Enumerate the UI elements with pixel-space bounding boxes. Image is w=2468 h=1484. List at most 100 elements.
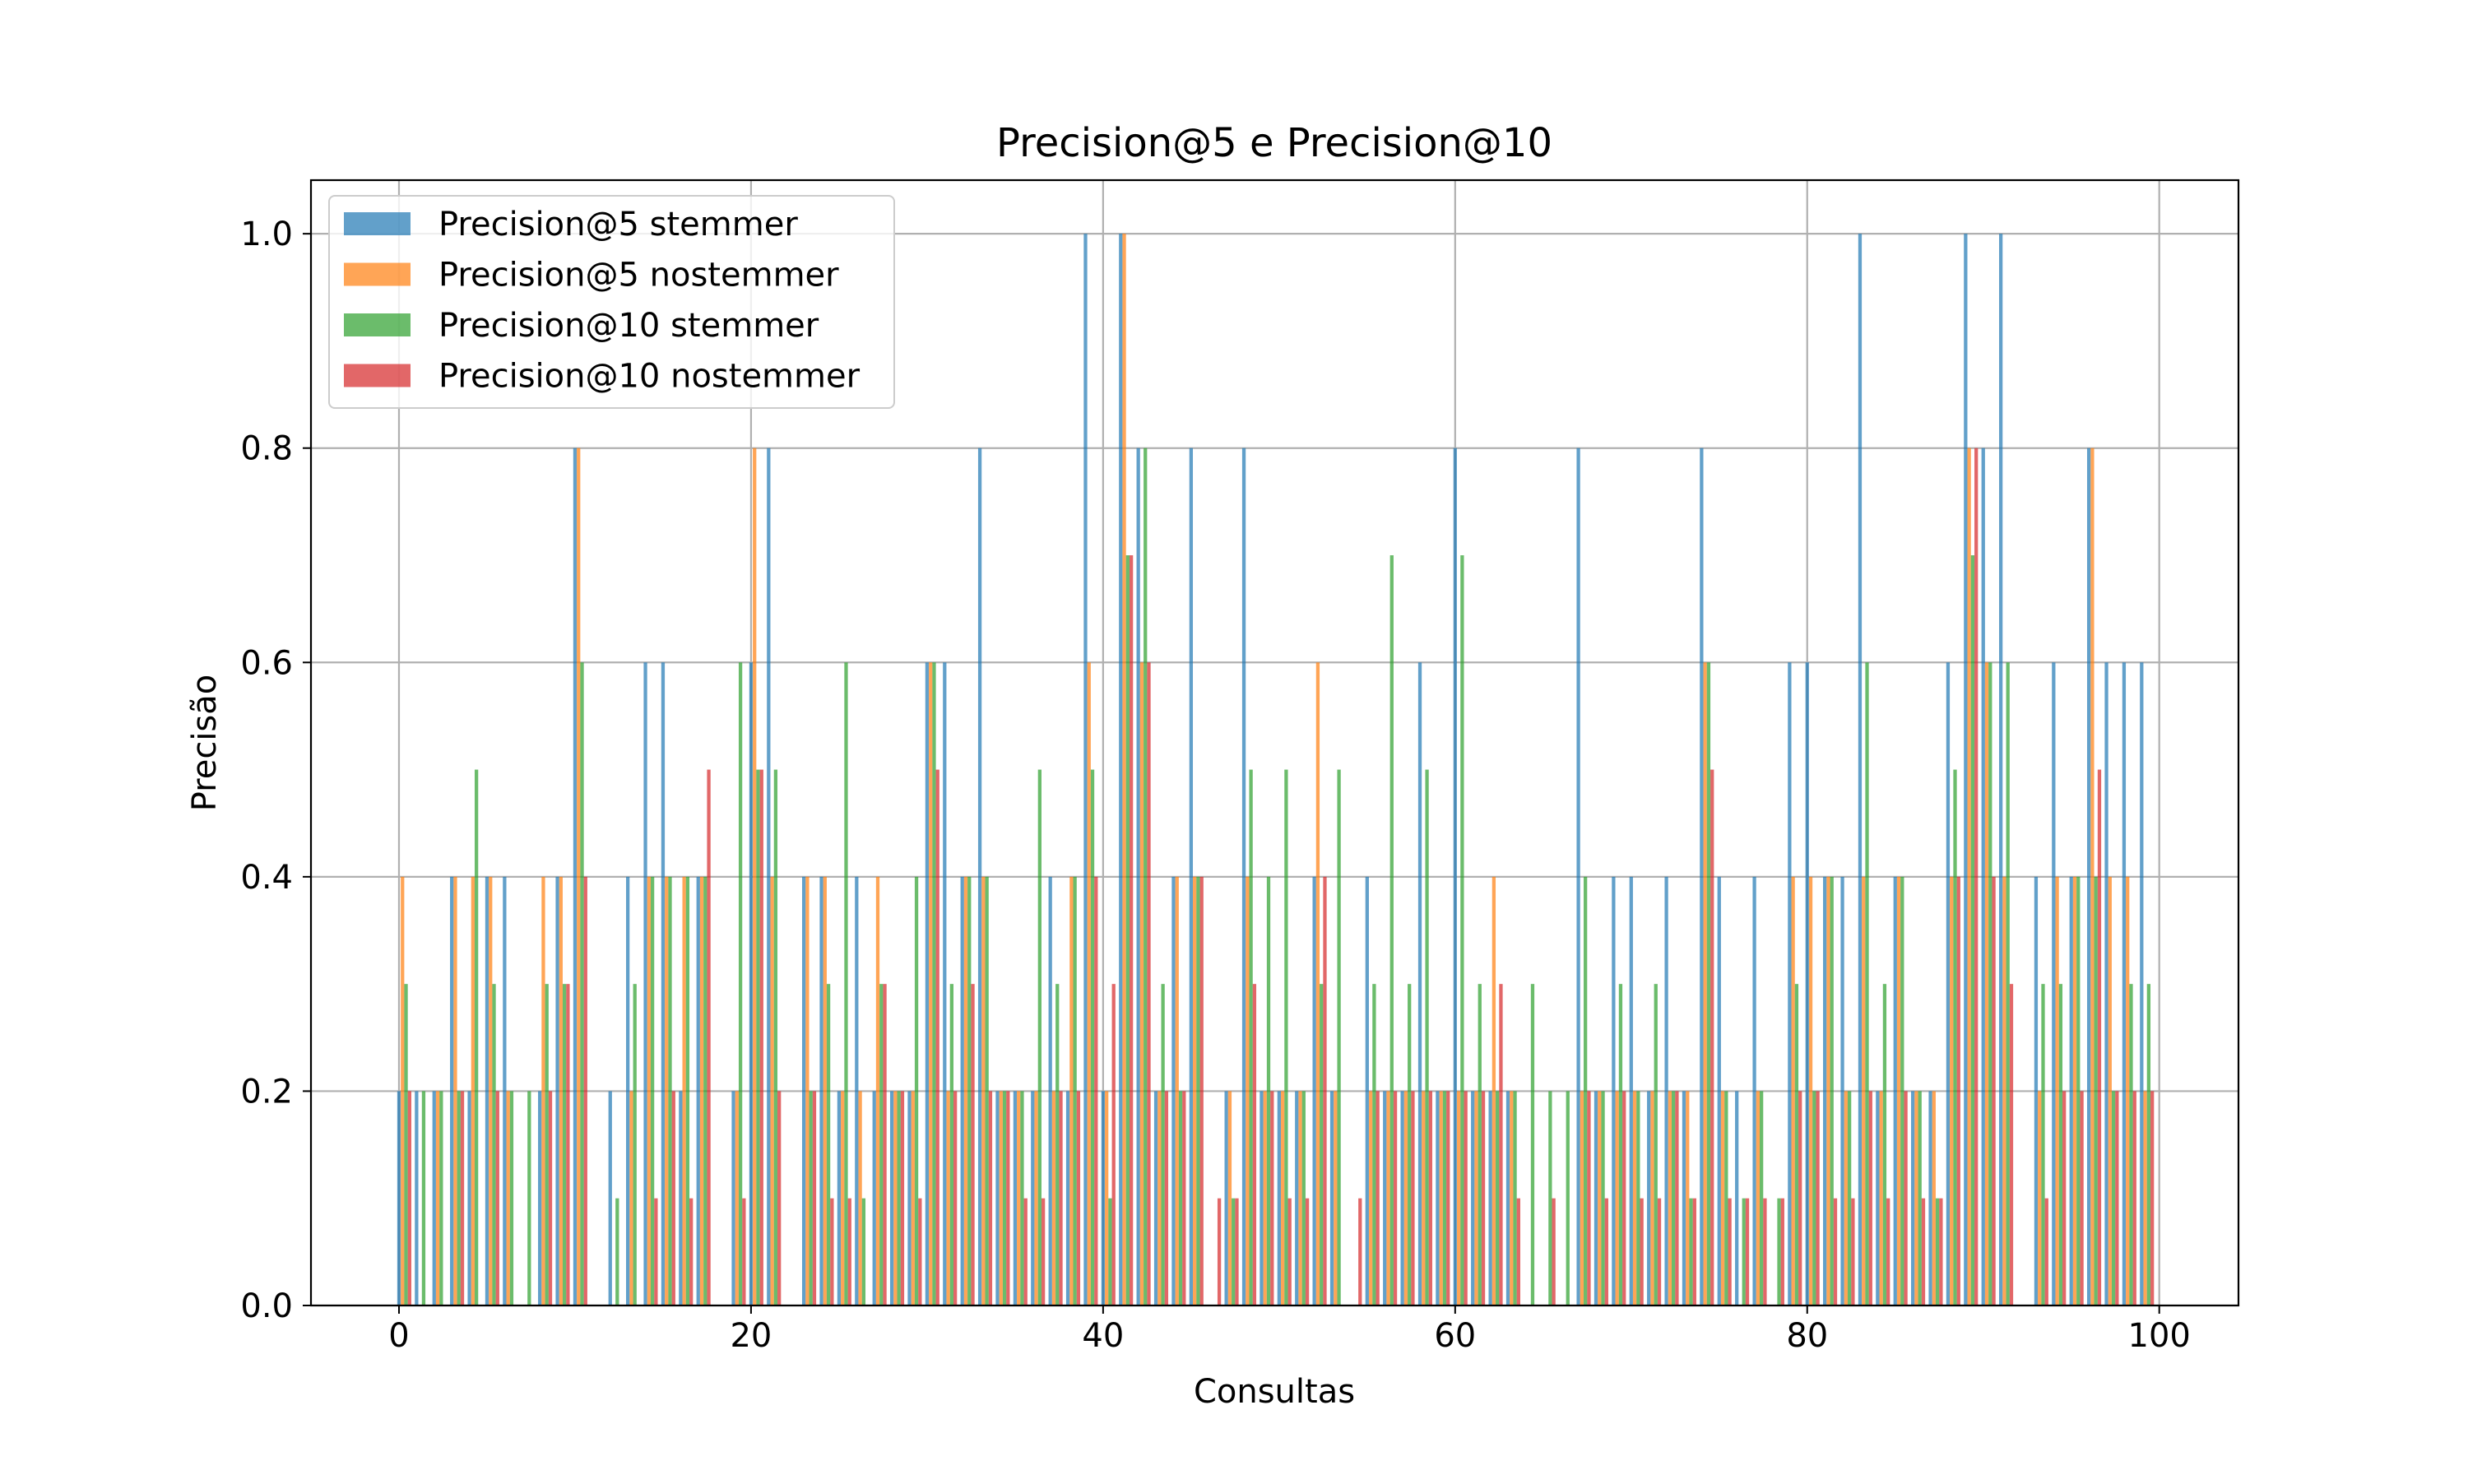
bar-precision-5-stemmer: [907, 1091, 912, 1305]
bar-precision-10-stemmer: [439, 1091, 443, 1305]
bar-precision-5-nostemmer: [1368, 1091, 1373, 1305]
bar-precision-5-nostemmer: [911, 1091, 915, 1305]
bar-precision-5-stemmer: [837, 1091, 842, 1305]
bar-precision-5-nostemmer: [1598, 1091, 1602, 1305]
bar-precision-5-stemmer: [397, 1091, 401, 1305]
bar-precision-10-nostemmer: [1129, 555, 1134, 1305]
bar-precision-5-stemmer: [1295, 1091, 1299, 1305]
bar-precision-5-stemmer: [889, 1091, 894, 1305]
bar-precision-5-stemmer: [1224, 1091, 1228, 1305]
bar-precision-10-stemmer: [1513, 1091, 1517, 1305]
bar-precision-5-nostemmer: [841, 1091, 845, 1305]
bar-precision-10-stemmer: [1882, 984, 1887, 1305]
bar-precision-10-stemmer: [809, 1091, 813, 1305]
bar-precision-5-nostemmer: [1703, 662, 1707, 1305]
bar-precision-10-nostemmer: [1745, 1198, 1750, 1305]
bar-precision-10-stemmer: [2111, 1091, 2116, 1305]
bar-precision-10-nostemmer: [1217, 1198, 1222, 1305]
bar-precision-5-nostemmer: [1422, 1091, 1426, 1305]
bar-precision-5-nostemmer: [1808, 876, 1813, 1305]
bar-precision-5-stemmer: [1365, 876, 1369, 1305]
bar-precision-10-stemmer: [844, 662, 848, 1305]
bar-precision-5-nostemmer: [435, 1091, 440, 1305]
bar-precision-10-stemmer: [985, 876, 989, 1305]
bar-precision-5-nostemmer: [629, 1091, 633, 1305]
bar-precision-5-nostemmer: [805, 876, 810, 1305]
bar-precision-10-stemmer: [2094, 876, 2098, 1305]
x-tick-label: 100: [2128, 1317, 2191, 1355]
bar-precision-10-nostemmer: [759, 769, 763, 1305]
bar-precision-10-nostemmer: [1974, 448, 1979, 1305]
bar-precision-5-stemmer: [1823, 876, 1827, 1305]
legend-swatch: [344, 364, 411, 387]
bar-precision-10-stemmer: [1970, 555, 1975, 1305]
bar-precision-10-nostemmer: [1886, 1198, 1890, 1305]
bar-precision-10-nostemmer: [1094, 876, 1098, 1305]
bar-precision-5-nostemmer: [946, 1091, 950, 1305]
bar-precision-10-nostemmer: [2150, 1091, 2155, 1305]
bar-precision-5-stemmer: [485, 876, 489, 1305]
bar-precision-10-stemmer: [1742, 1198, 1746, 1305]
bar-precision-10-nostemmer: [2009, 984, 2014, 1305]
bar-precision-10-stemmer: [685, 876, 690, 1305]
x-tick-label: 0: [388, 1317, 409, 1355]
bar-precision-5-stemmer: [661, 662, 666, 1305]
bar-precision-5-nostemmer: [875, 876, 880, 1305]
bar-precision-5-nostemmer: [541, 876, 545, 1305]
bar-precision-5-stemmer: [1436, 1091, 1440, 1305]
bar-precision-5-nostemmer: [1491, 876, 1496, 1305]
bar-precision-10-nostemmer: [1164, 1091, 1169, 1305]
bar-precision-5-nostemmer: [2126, 876, 2130, 1305]
bar-precision-10-nostemmer: [1252, 984, 1257, 1305]
bar-precision-5-stemmer: [1998, 234, 2003, 1306]
bar-precision-5-nostemmer: [1386, 1091, 1390, 1305]
bar-precision-5-nostemmer: [1017, 1091, 1021, 1305]
bar-precision-5-stemmer: [1612, 876, 1616, 1305]
bar-precision-10-nostemmer: [742, 1198, 746, 1305]
bar-precision-10-stemmer: [2041, 984, 2045, 1305]
bar-precision-5-nostemmer: [929, 662, 933, 1305]
bar-precision-5-nostemmer: [735, 1091, 739, 1305]
bar-precision-10-nostemmer: [1499, 984, 1503, 1305]
bar-precision-10-stemmer: [1830, 876, 1834, 1305]
bar-precision-10-nostemmer: [1428, 1091, 1433, 1305]
bar-precision-5-nostemmer: [1632, 1091, 1637, 1305]
bar-precision-5-nostemmer: [1105, 1091, 1109, 1305]
legend-label: Precision@10 stemmer: [438, 307, 819, 345]
bar-precision-5-nostemmer: [1932, 1091, 1936, 1305]
bar-precision-5-nostemmer: [1984, 662, 1989, 1305]
bar-precision-5-stemmer: [679, 1091, 683, 1305]
bar-precision-5-nostemmer: [2002, 876, 2006, 1305]
legend-swatch: [344, 262, 411, 286]
bar-precision-5-stemmer: [2069, 876, 2073, 1305]
bar-precision-5-stemmer: [731, 1091, 735, 1305]
legend-label: Precision@10 nostemmer: [438, 358, 861, 396]
bar-precision-10-stemmer: [1918, 1091, 1922, 1305]
bar-precision-10-stemmer: [1144, 448, 1148, 1305]
bar-precision-5-stemmer: [1136, 448, 1140, 1305]
bar-precision-5-stemmer: [2140, 662, 2144, 1305]
bar-precision-10-nostemmer: [830, 1198, 834, 1305]
bar-precision-10-stemmer: [615, 1198, 619, 1305]
bar-precision-10-stemmer: [914, 876, 919, 1305]
axes-frame: [309, 179, 2240, 1307]
bar-precision-5-nostemmer: [1791, 876, 1795, 1305]
x-axis-label: Consultas: [1194, 1373, 1355, 1411]
legend-label: Precision@5 nostemmer: [438, 257, 839, 294]
bar-precision-10-stemmer: [1847, 1091, 1852, 1305]
bar-precision-10-stemmer: [2006, 662, 2010, 1305]
bar-precision-10-nostemmer: [566, 984, 570, 1305]
bar-precision-5-nostemmer: [577, 448, 581, 1305]
bar-precision-10-stemmer: [1408, 984, 1412, 1305]
bar-precision-10-nostemmer: [1622, 1091, 1626, 1305]
bar-precision-10-stemmer: [1988, 662, 1992, 1305]
bar-precision-10-stemmer: [1442, 1091, 1447, 1305]
bar-precision-10-stemmer: [1090, 769, 1095, 1305]
bar-precision-10-nostemmer: [2132, 1091, 2136, 1305]
bar-precision-10-nostemmer: [2080, 1091, 2084, 1305]
legend-swatch: [344, 212, 411, 235]
bar-precision-5-stemmer: [1876, 1091, 1880, 1305]
bar-precision-10-stemmer: [1900, 876, 1904, 1305]
bar-precision-10-stemmer: [1777, 1198, 1781, 1305]
